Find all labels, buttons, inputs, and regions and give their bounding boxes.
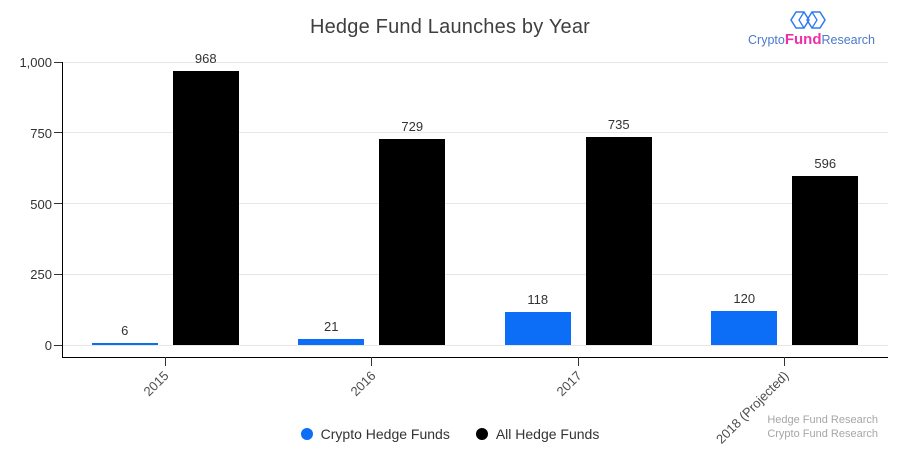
y-axis-label: 750	[30, 125, 52, 141]
bar-value-label: 596	[814, 156, 837, 171]
bar-value-label: 118	[527, 292, 549, 307]
bar-crypto-2015[interactable]	[91, 343, 158, 345]
legend-item[interactable]: Crypto Hedge Funds	[300, 426, 450, 442]
linked-hexagons-icon	[748, 8, 868, 32]
bar-all-2016[interactable]	[379, 139, 446, 345]
y-axis-label: 0	[44, 338, 52, 353]
bar-value-label: 21	[324, 319, 339, 334]
bar-value-label: 735	[607, 117, 630, 132]
x-axis-tick	[784, 357, 786, 366]
y-gridline	[62, 132, 888, 134]
bar-value-label: 729	[401, 119, 424, 134]
chart-title: Hedge Fund Launches by Year	[309, 16, 591, 38]
bar-value-label: 968	[194, 51, 217, 66]
y-axis-tick	[54, 273, 62, 275]
bar-value-label: 6	[121, 323, 129, 338]
y-axis-label: 1,000	[19, 55, 52, 70]
y-axis-tick	[54, 203, 62, 204]
bar-all-2015[interactable]	[172, 71, 239, 345]
x-axis-line	[62, 357, 888, 358]
y-axis-tick	[54, 132, 62, 134]
y-axis-tick	[54, 61, 62, 63]
y-gridline	[62, 203, 888, 204]
legend-dot-icon	[475, 428, 488, 440]
attribution-line-2: Crypto Fund Research	[767, 428, 878, 440]
y-axis-label: 250	[30, 267, 52, 283]
x-axis-tick	[371, 357, 373, 366]
legend-label: All Hedge Funds	[495, 426, 600, 442]
legend-item[interactable]: All Hedge Funds	[475, 426, 600, 442]
attribution-line-1: Hedge Fund Research	[767, 414, 878, 426]
attribution: Hedge Fund Research Crypto Fund Research	[767, 413, 878, 441]
bar-value-label: 120	[733, 291, 756, 306]
legend: Crypto Hedge Funds All Hedge Funds	[0, 423, 900, 445]
y-axis-label: 500	[30, 196, 52, 212]
y-gridline	[62, 273, 888, 275]
bar-crypto-2017[interactable]	[504, 312, 571, 345]
y-axis-tick	[54, 344, 62, 346]
bar-crypto-2018[interactable]	[711, 311, 778, 345]
y-gridline	[62, 61, 888, 63]
x-axis-tick	[164, 357, 166, 366]
brand-logo-text: CryptoFundResearch	[748, 31, 875, 48]
bar-crypto-2016[interactable]	[298, 339, 365, 345]
legend-label: Crypto Hedge Funds	[320, 426, 450, 442]
x-axis-tick	[577, 357, 579, 366]
logo-text-crypto: Crypto	[748, 33, 785, 47]
logo-text-research: Research	[821, 33, 875, 47]
logo-text-fund: Fund	[784, 31, 822, 48]
brand-logo: CryptoFundResearch	[748, 8, 875, 48]
bar-all-2017[interactable]	[585, 137, 652, 345]
legend-dot-icon	[300, 428, 313, 440]
y-gridline	[62, 344, 888, 346]
bar-all-2018[interactable]	[792, 176, 859, 345]
y-axis-line	[62, 62, 63, 358]
